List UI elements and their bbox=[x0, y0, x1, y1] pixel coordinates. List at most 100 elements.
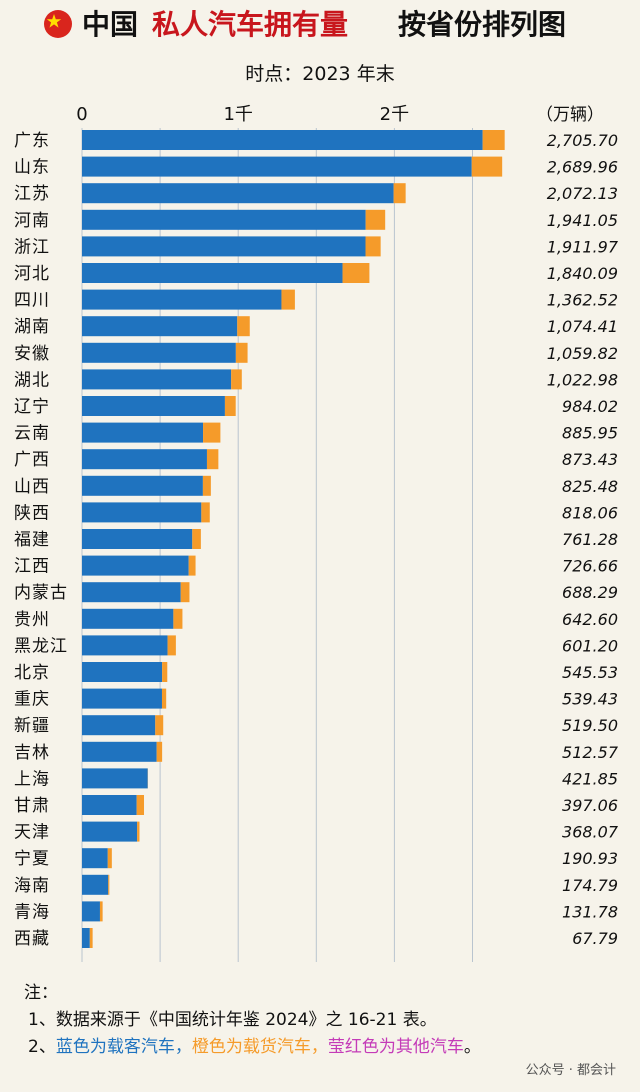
bar-cargo bbox=[192, 529, 201, 549]
value-label: 873.43 bbox=[562, 450, 618, 469]
title-highlight: 私人汽车拥有量 bbox=[152, 8, 348, 41]
category-label: 新疆 bbox=[14, 716, 50, 736]
bar-cargo bbox=[167, 635, 176, 656]
value-label: 512.57 bbox=[562, 743, 619, 762]
value-label: 885.95 bbox=[562, 424, 618, 443]
bar-passenger bbox=[82, 874, 109, 895]
category-label: 吉林 bbox=[14, 743, 50, 763]
bar-passenger bbox=[82, 635, 168, 656]
category-label: 福建 bbox=[14, 530, 50, 550]
bar-cargo bbox=[206, 449, 219, 470]
title-prefix: 中国 bbox=[82, 8, 138, 41]
bar-cargo bbox=[201, 502, 210, 523]
bar-passenger bbox=[82, 289, 282, 310]
bar-passenger bbox=[82, 209, 366, 230]
category-label: 河北 bbox=[14, 264, 50, 284]
flag-icon bbox=[44, 10, 72, 38]
bar-passenger bbox=[82, 901, 100, 922]
bar-passenger bbox=[82, 263, 343, 283]
category-label: 湖南 bbox=[14, 317, 50, 337]
category-label: 江西 bbox=[14, 557, 50, 577]
value-label: 174.79 bbox=[562, 876, 618, 895]
bar-cargo bbox=[180, 582, 190, 603]
bar-cargo bbox=[137, 821, 140, 842]
notes-line-2-prefix: 2、 bbox=[28, 1037, 56, 1057]
bar-passenger bbox=[82, 662, 163, 682]
value-label: 421.85 bbox=[562, 769, 618, 788]
category-label: 黑龙江 bbox=[14, 636, 68, 656]
category-label: 广东 bbox=[14, 131, 50, 151]
category-label: 贵州 bbox=[14, 610, 50, 630]
unit-label: （万辆） bbox=[536, 105, 604, 125]
category-label: 重庆 bbox=[14, 690, 50, 710]
notes-heading: 注： bbox=[24, 983, 58, 1003]
value-label: 1,059.82 bbox=[547, 344, 618, 363]
bar-passenger bbox=[82, 449, 207, 470]
bar-cargo bbox=[162, 662, 168, 682]
bar-passenger bbox=[82, 688, 162, 709]
bar-cargo bbox=[342, 263, 370, 283]
value-label: 545.53 bbox=[562, 663, 618, 682]
bar-cargo bbox=[482, 130, 505, 150]
bar-passenger bbox=[82, 768, 148, 789]
value-label: 539.43 bbox=[562, 690, 618, 709]
value-label: 131.78 bbox=[562, 902, 618, 921]
value-label: 368.07 bbox=[562, 823, 619, 842]
bar-passenger bbox=[82, 422, 204, 443]
value-label: 726.66 bbox=[562, 557, 618, 576]
bar-cargo bbox=[281, 289, 295, 310]
bar-cargo bbox=[231, 369, 242, 390]
value-label: 825.48 bbox=[562, 477, 618, 496]
category-label: 天津 bbox=[14, 823, 50, 843]
value-label: 397.06 bbox=[562, 796, 618, 815]
bar-passenger bbox=[82, 928, 90, 948]
bar-passenger bbox=[82, 795, 137, 815]
value-label: 2,072.13 bbox=[547, 184, 618, 203]
bar-cargo bbox=[161, 688, 167, 709]
category-label: 湖北 bbox=[14, 370, 50, 390]
bar-cargo bbox=[203, 422, 221, 443]
value-label: 519.50 bbox=[562, 716, 618, 735]
value-label: 1,074.41 bbox=[547, 317, 618, 336]
bar-cargo bbox=[108, 874, 110, 895]
bar-passenger bbox=[82, 608, 174, 629]
bar-cargo bbox=[155, 715, 164, 736]
value-label: 2,689.96 bbox=[547, 158, 618, 177]
category-label: 内蒙古 bbox=[14, 583, 68, 603]
bar-cargo bbox=[393, 183, 406, 204]
bar-cargo bbox=[224, 396, 236, 416]
bar-cargo bbox=[89, 928, 93, 948]
chart-subtitle: 时点：2023 年末 bbox=[245, 63, 394, 85]
category-label: 浙江 bbox=[14, 237, 50, 257]
value-label: 642.60 bbox=[562, 610, 618, 629]
bar-passenger bbox=[82, 741, 157, 762]
bar-passenger bbox=[82, 316, 238, 337]
x-tick-label: 2千 bbox=[380, 104, 409, 125]
notes-line-2: 2、蓝色为载客汽车，橙色为载货汽车，莹红色为其他汽车。 bbox=[28, 1037, 481, 1057]
bar-passenger bbox=[82, 369, 232, 390]
category-label: 海南 bbox=[14, 876, 50, 896]
notes-cargo-color-note: 橙色为载货汽车， bbox=[192, 1037, 328, 1057]
category-label: 青海 bbox=[14, 902, 50, 922]
category-label: 四川 bbox=[14, 291, 50, 311]
value-label: 601.20 bbox=[562, 636, 618, 655]
x-tick-label: 1千 bbox=[223, 104, 252, 125]
bar-cargo bbox=[365, 236, 381, 257]
value-label: 67.79 bbox=[572, 929, 618, 948]
category-label: 陕西 bbox=[14, 503, 50, 523]
category-label: 安徽 bbox=[14, 344, 50, 364]
value-label: 1,941.05 bbox=[547, 211, 618, 230]
bar-passenger bbox=[82, 848, 108, 869]
bar-passenger bbox=[82, 183, 394, 204]
watermark: 公众号 · 都会计 bbox=[526, 1063, 616, 1078]
notes-passenger-color-note: 蓝色为载客汽车， bbox=[56, 1037, 192, 1057]
value-label: 1,362.52 bbox=[547, 291, 618, 310]
bar-passenger bbox=[82, 156, 472, 177]
bar-passenger bbox=[82, 475, 203, 496]
bar-cargo bbox=[136, 795, 145, 815]
value-label: 688.29 bbox=[562, 583, 618, 602]
bar-passenger bbox=[82, 715, 156, 736]
bar-passenger bbox=[82, 821, 138, 842]
category-label: 北京 bbox=[14, 663, 50, 683]
